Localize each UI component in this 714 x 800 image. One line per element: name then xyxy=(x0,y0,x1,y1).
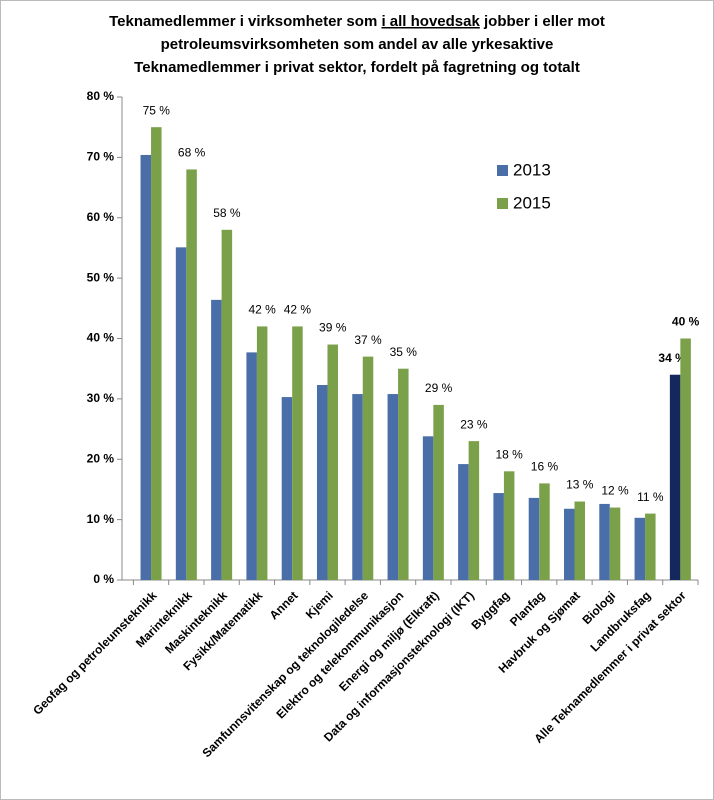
value-label: 58 % xyxy=(213,206,241,220)
bar xyxy=(563,508,575,580)
value-label: 23 % xyxy=(460,417,488,431)
value-label: 16 % xyxy=(531,460,559,474)
value-label: 18 % xyxy=(495,447,523,461)
bar xyxy=(493,493,504,580)
value-label: 68 % xyxy=(178,146,206,160)
bar xyxy=(151,127,162,580)
y-tick-label: 50 % xyxy=(87,270,115,284)
value-label: 42 % xyxy=(248,303,276,317)
bar xyxy=(316,384,328,580)
title-part: Teknamedlemmer i privat sektor, fordelt … xyxy=(134,59,580,76)
bar xyxy=(221,229,233,580)
legend-swatch xyxy=(497,165,508,176)
value-label: 75 % xyxy=(143,103,171,117)
bar xyxy=(528,497,540,580)
title-part: Teknamedlemmer i virksomheter som xyxy=(109,13,381,30)
title-line: Teknamedlemmer i privat sektor, fordelt … xyxy=(134,59,580,76)
bar xyxy=(246,352,257,580)
value-label: 11 % xyxy=(637,490,664,504)
y-tick-label: 20 % xyxy=(87,451,115,465)
bar xyxy=(468,441,480,580)
legend-label: 2015 xyxy=(513,193,551,212)
value-label: 42 % xyxy=(284,303,312,317)
title-line: petroleumsvirksomheten som andel av alle… xyxy=(161,36,554,53)
y-tick-label: 10 % xyxy=(87,512,115,526)
value-label: 29 % xyxy=(425,381,453,395)
bar xyxy=(669,374,681,580)
bar xyxy=(599,503,610,580)
y-tick-label: 30 % xyxy=(87,391,115,405)
bar xyxy=(503,471,515,580)
legend-swatch xyxy=(497,198,508,209)
bar xyxy=(256,326,268,580)
y-tick-label: 80 % xyxy=(87,89,115,103)
bar xyxy=(422,436,434,580)
bar xyxy=(609,507,621,580)
bar xyxy=(140,154,152,580)
bar xyxy=(281,397,293,580)
bar xyxy=(574,501,585,580)
bar xyxy=(327,344,338,580)
value-label: 40 % xyxy=(672,315,700,329)
value-label: 13 % xyxy=(566,478,594,492)
legend-label: 2013 xyxy=(513,160,551,179)
y-tick-label: 70 % xyxy=(87,150,115,164)
bar xyxy=(362,356,374,580)
value-label: 39 % xyxy=(319,321,347,335)
chart-title: Teknamedlemmer i virksomheter som i all … xyxy=(109,13,605,76)
bar xyxy=(211,299,222,580)
title-line: Teknamedlemmer i virksomheter som i all … xyxy=(109,13,605,30)
y-tick-label: 0 % xyxy=(93,572,114,586)
bar xyxy=(634,517,646,580)
bar xyxy=(186,169,197,580)
value-label: 35 % xyxy=(390,345,418,359)
bar xyxy=(645,513,656,580)
value-label: 37 % xyxy=(354,333,382,347)
title-part: jobber i eller mot xyxy=(480,13,605,30)
bar xyxy=(175,247,187,581)
y-tick-label: 60 % xyxy=(87,210,115,224)
bar xyxy=(458,464,469,580)
bar xyxy=(680,338,691,580)
bar xyxy=(539,483,550,580)
y-tick-label: 40 % xyxy=(87,331,115,345)
bar xyxy=(387,394,399,580)
bar xyxy=(352,394,363,580)
bar xyxy=(292,326,303,580)
bar xyxy=(398,368,409,580)
title-part: petroleumsvirksomheten som andel av alle… xyxy=(161,36,554,53)
title-part: i all hovedsak xyxy=(381,13,480,30)
value-label: 34 % xyxy=(658,351,686,365)
value-label: 12 % xyxy=(601,484,629,498)
bar xyxy=(433,404,444,580)
